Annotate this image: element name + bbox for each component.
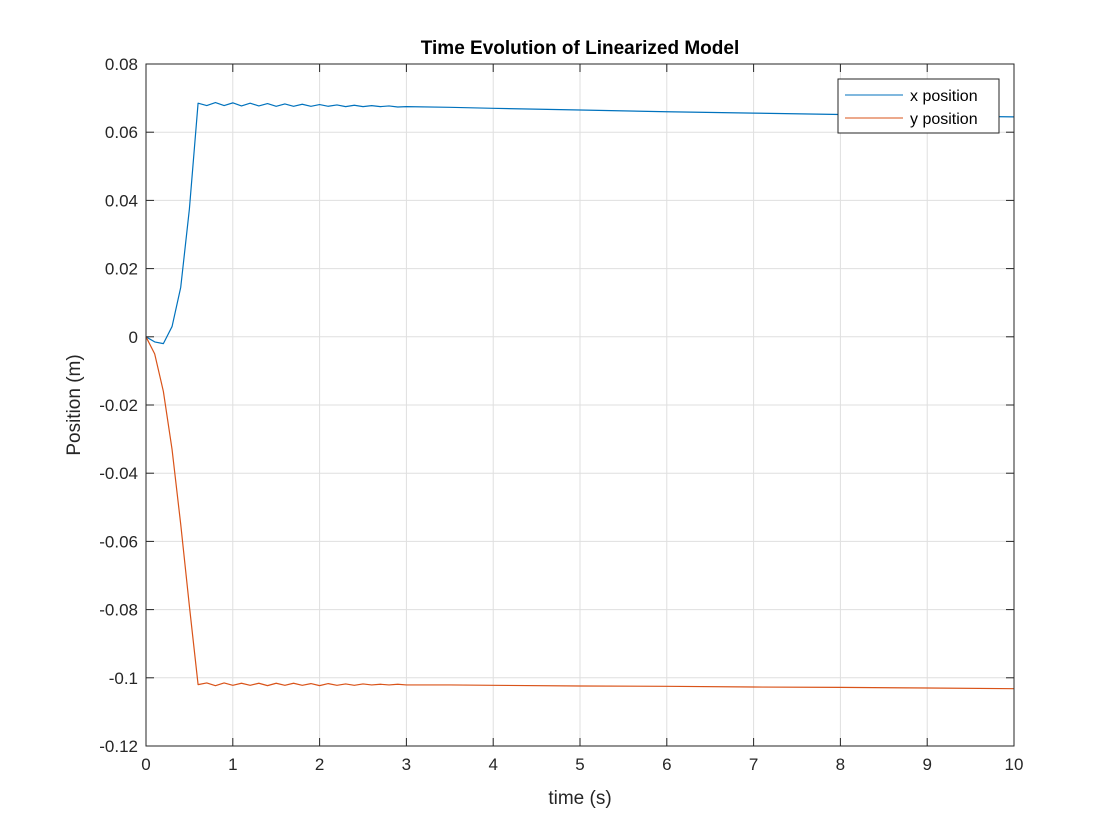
x-tick-label: 2	[315, 755, 324, 774]
x-tick-label: 8	[836, 755, 845, 774]
legend-label-y-position: y position	[910, 111, 978, 128]
series-lines	[145, 101, 1015, 690]
x-tick-label: 9	[922, 755, 931, 774]
x-tick-labels: 0 1 2 3 4 5 6 7 8 9 10	[141, 755, 1023, 774]
x-tick-label: 4	[488, 755, 497, 774]
y-tick-label: 0.02	[105, 260, 138, 279]
x-tick-label: 10	[1005, 755, 1024, 774]
axis-ticks	[145, 63, 1015, 747]
y-tick-label: 0.04	[105, 191, 138, 210]
x-axis-label: time (s)	[548, 788, 611, 809]
legend-label-x-position: x position	[910, 88, 978, 105]
x-tick-label: 5	[575, 755, 584, 774]
x-tick-label: 0	[141, 755, 150, 774]
series-line-y-position	[145, 336, 1015, 690]
x-tick-label: 7	[749, 755, 758, 774]
y-tick-label: -0.1	[109, 669, 138, 688]
y-tick-labels: -0.12 -0.1 -0.08 -0.06 -0.04 -0.02 0 0.02 0.04 0.…	[99, 55, 138, 756]
x-tick-label: 6	[662, 755, 671, 774]
series-line-x-position	[145, 101, 1015, 345]
y-tick-label: -0.12	[99, 737, 138, 756]
y-tick-label: -0.06	[99, 532, 138, 551]
legend-box	[837, 78, 1000, 134]
y-tick-label: 0.08	[105, 55, 138, 74]
y-tick-label: -0.04	[99, 464, 138, 483]
y-tick-label: -0.08	[99, 601, 138, 620]
chart-title: Time Evolution of Linearized Model	[421, 38, 739, 59]
y-tick-label: 0.06	[105, 123, 138, 142]
legend: x position y position	[837, 78, 1000, 134]
y-tick-label: 0	[129, 328, 138, 347]
x-tick-label: 1	[228, 755, 237, 774]
x-tick-label: 3	[402, 755, 411, 774]
y-axis-label: Position (m)	[64, 354, 85, 455]
y-tick-label: -0.02	[99, 396, 138, 415]
